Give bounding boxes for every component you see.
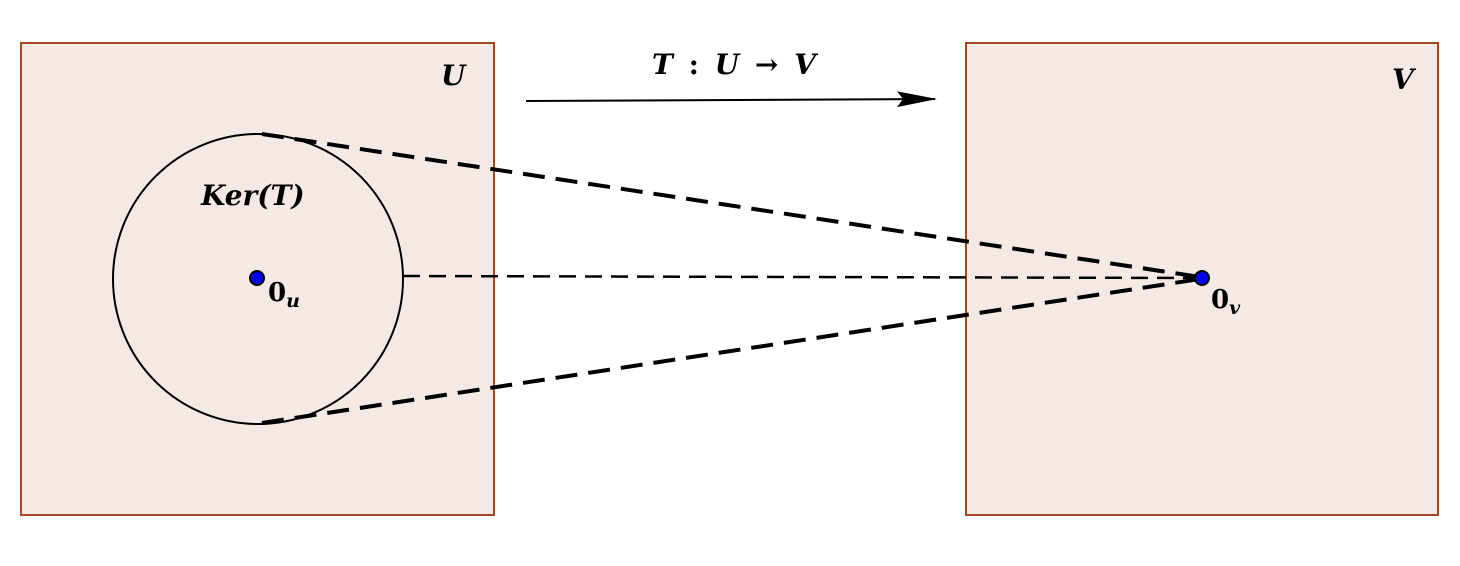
mapping-label-lhs: T bbox=[652, 48, 675, 81]
zero-v-label: 0v bbox=[1211, 285, 1241, 319]
zero-v-base: 0 bbox=[1211, 285, 1229, 315]
zero-v-point bbox=[1194, 270, 1210, 286]
zero-u-label: 0u bbox=[268, 278, 300, 312]
mapping-label-arrow: → bbox=[755, 48, 778, 81]
mapping-label-colon: : bbox=[689, 48, 699, 81]
kernel-label: Ker(T) bbox=[200, 179, 305, 212]
dashed-line-top bbox=[261, 132, 1201, 279]
dashed-line-bottom bbox=[261, 277, 1201, 425]
zero-u-subscript: u bbox=[286, 290, 300, 312]
zero-u-base: 0 bbox=[268, 278, 286, 308]
kernel-circle bbox=[112, 133, 404, 425]
zero-u-point bbox=[249, 270, 265, 286]
dashed-line-middle bbox=[402, 274, 1201, 280]
mapping-label: T : U → V bbox=[652, 48, 819, 81]
mapping-arrow bbox=[525, 91, 937, 108]
mapping-label-from: U bbox=[715, 48, 741, 81]
zero-v-subscript: v bbox=[1229, 297, 1241, 319]
space-v-label: V bbox=[1392, 63, 1417, 96]
mapping-label-to: V bbox=[794, 48, 819, 81]
space-u-label: U bbox=[441, 59, 467, 92]
